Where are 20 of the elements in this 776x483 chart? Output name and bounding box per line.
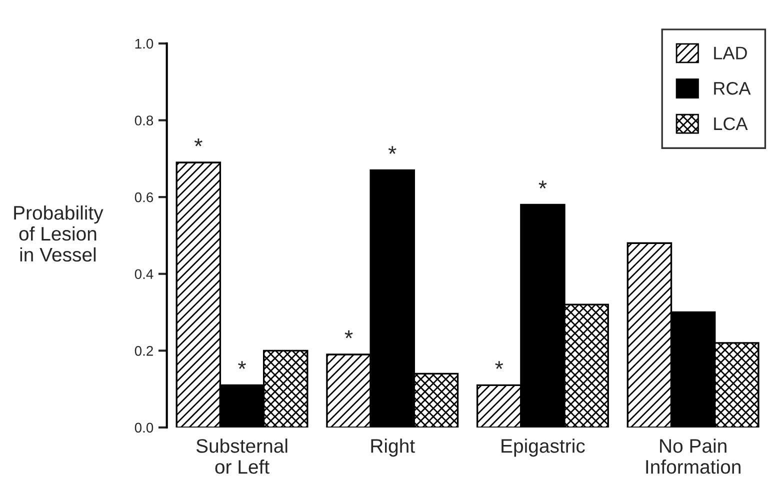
x-tick-label: Substernal or Left <box>196 438 288 474</box>
data-label: * <box>388 146 396 154</box>
y-tick-label: 1.0 <box>135 38 154 49</box>
y-tick-label: 0.8 <box>134 116 154 126</box>
x-tick-label: No Pain Information <box>646 438 740 474</box>
legend-label: LAD <box>714 46 747 60</box>
y-tick-label: 0.4 <box>134 269 154 280</box>
data-label: * <box>344 330 353 338</box>
data-label: * <box>495 361 504 369</box>
y-axis-title: Probability of Lesion in Vessel <box>14 205 104 262</box>
legend-label: LCA <box>714 117 748 130</box>
y-tick-label: 0.6 <box>134 192 154 202</box>
data-label: * <box>194 138 202 146</box>
y-tick-label: 0.2 <box>134 346 153 356</box>
data-label: * <box>238 361 246 369</box>
y-tick-label: 0.0 <box>134 422 154 433</box>
x-tick-label: Right <box>371 438 415 457</box>
legend-label: RCA <box>714 82 751 95</box>
x-tick-label: Epigastric <box>502 438 585 457</box>
data-label: * <box>538 180 547 188</box>
